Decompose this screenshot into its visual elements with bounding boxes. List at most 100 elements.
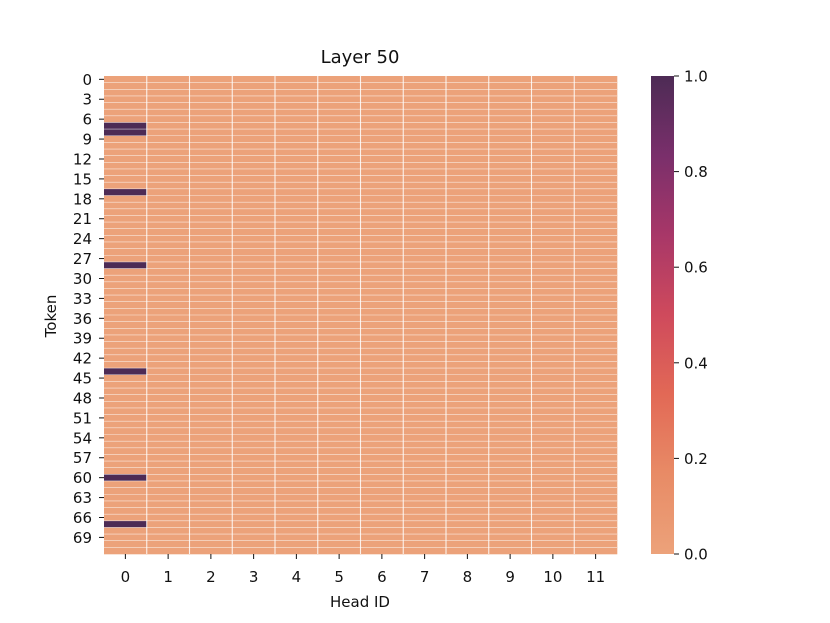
heatmap-cell (403, 480, 447, 488)
heatmap-cell (275, 241, 319, 249)
heatmap-cell (403, 129, 447, 137)
heatmap-cell (531, 129, 575, 137)
heatmap-cell (488, 321, 532, 329)
heatmap-cell (446, 195, 490, 203)
heatmap-cell (531, 447, 575, 455)
heatmap-cell (531, 414, 575, 422)
heatmap-cell (360, 341, 404, 349)
heatmap-cell (104, 467, 148, 475)
heatmap-cell (232, 222, 276, 229)
heatmap-cell (275, 480, 319, 488)
heatmap-cell (317, 421, 361, 429)
heatmap-cell-high (104, 368, 148, 376)
heatmap-cell (189, 454, 233, 462)
heatmap-cell (488, 421, 532, 429)
heatmap-cell (275, 487, 319, 495)
heatmap-cell (146, 447, 190, 455)
heatmap-cell (232, 268, 276, 276)
heatmap-cell (360, 487, 404, 495)
heatmap-cell (360, 228, 404, 236)
heatmap-cell (189, 261, 233, 269)
heatmap-cell (232, 82, 276, 90)
heatmap-cell (275, 95, 319, 103)
heatmap-cell (531, 454, 575, 462)
heatmap-cell (146, 275, 190, 283)
heatmap-cell (232, 540, 276, 548)
heatmap-cell (360, 374, 404, 382)
heatmap-cell (317, 142, 361, 150)
heatmap-cell (403, 467, 447, 475)
heatmap-cell (574, 328, 618, 336)
heatmap-cell (574, 321, 618, 329)
heatmap-cell (574, 235, 618, 243)
heatmap-cell (189, 155, 233, 163)
heatmap-cell (275, 208, 319, 216)
heatmap-cell (189, 500, 233, 508)
heatmap-cell (531, 427, 575, 435)
heatmap-cell (574, 202, 618, 210)
heatmap-cell (232, 202, 276, 210)
heatmap-cell (232, 129, 276, 137)
heatmap-cell (360, 348, 404, 356)
heatmap-cell (488, 381, 532, 389)
heatmap-cell (446, 341, 490, 349)
heatmap-cell (574, 275, 618, 283)
heatmap-cell (360, 301, 404, 309)
heatmap-cell (275, 281, 319, 289)
heatmap-cell (360, 361, 404, 369)
heatmap-cell (488, 155, 532, 163)
heatmap-cell (317, 228, 361, 236)
heatmap-cell (360, 202, 404, 210)
heatmap-cell (360, 261, 404, 269)
heatmap-cell (488, 434, 532, 442)
heatmap-cell (531, 228, 575, 236)
heatmap-cell (317, 288, 361, 296)
heatmap-cell (360, 129, 404, 137)
heatmap-cell (446, 109, 490, 117)
heatmap-cell (317, 109, 361, 117)
heatmap-cell (531, 394, 575, 402)
heatmap-cell (446, 414, 490, 422)
heatmap-cell (232, 228, 276, 236)
heatmap-cell (531, 188, 575, 196)
heatmap-cell (403, 447, 447, 455)
heatmap-cell (317, 461, 361, 468)
heatmap-cell (488, 328, 532, 336)
heatmap-cell (403, 155, 447, 163)
heatmap-cell (446, 255, 490, 263)
heatmap-cell (104, 195, 148, 203)
heatmap-cell (275, 129, 319, 137)
heatmap-cell (574, 407, 618, 415)
heatmap-cell (232, 441, 276, 449)
heatmap-cell (360, 182, 404, 190)
heatmap-cell (232, 215, 276, 223)
heatmap-cell (403, 215, 447, 223)
heatmap-cell (104, 500, 148, 508)
y-tick-label: 24 (73, 230, 92, 248)
heatmap-cell (232, 162, 276, 170)
colorbar-tick-label: 0.4 (684, 354, 708, 372)
heatmap-cell (275, 374, 319, 382)
heatmap-cell (146, 388, 190, 395)
heatmap-cell (488, 407, 532, 415)
heatmap-cell (275, 520, 319, 528)
heatmap-cell (531, 182, 575, 190)
heatmap-cell (232, 534, 276, 542)
colorbar-tick-label: 0.6 (684, 259, 708, 277)
heatmap-cell (317, 534, 361, 542)
heatmap-cell (488, 288, 532, 296)
heatmap-cell (232, 494, 276, 502)
heatmap-cell (189, 268, 233, 276)
heatmap-cell (360, 461, 404, 468)
heatmap-cell (232, 381, 276, 389)
heatmap-cell (360, 407, 404, 415)
colorbar: 0.0 0.2 0.4 0.6 0.8 1.0 (651, 68, 708, 564)
heatmap-cell (189, 427, 233, 435)
heatmap-cell (488, 374, 532, 382)
heatmap-cell (232, 89, 276, 97)
heatmap-cell (275, 388, 319, 395)
heatmap-cell (488, 115, 532, 123)
heatmap-cell (488, 122, 532, 130)
heatmap-cell (574, 388, 618, 395)
heatmap-cell (403, 288, 447, 296)
